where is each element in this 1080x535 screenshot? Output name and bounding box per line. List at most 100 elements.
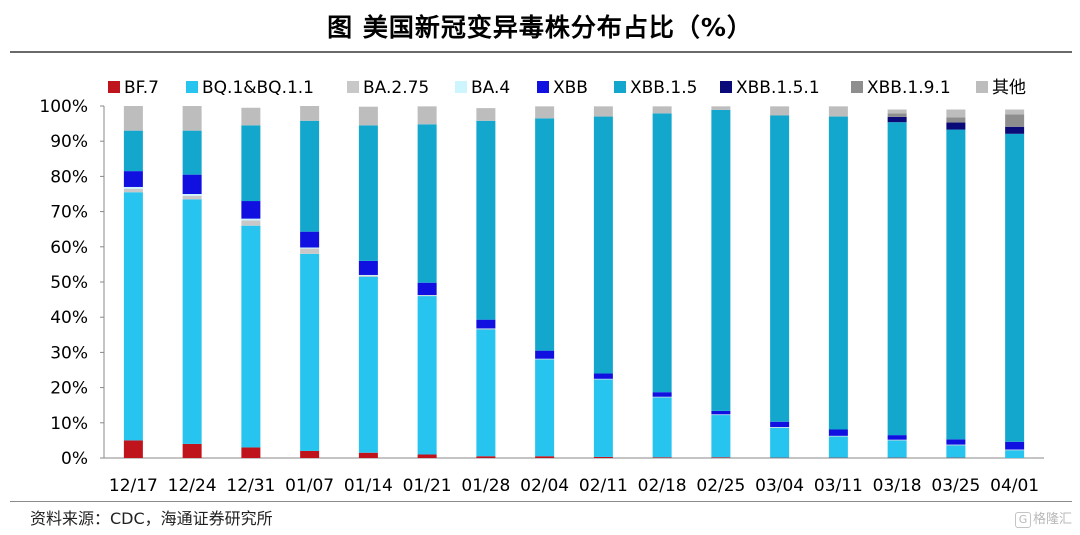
bar-segment-3-5 [300, 120, 320, 232]
bar-segment-3-8 [300, 106, 320, 121]
y-tick-label-0: 0% [61, 449, 88, 469]
watermark: G 格隆汇 [1014, 508, 1072, 528]
bar-segment-13-6 [887, 116, 907, 123]
bar-segment-0-5 [123, 130, 143, 172]
x-tick-label-0: 12/17 [109, 476, 158, 496]
bar-segment-5-0 [417, 454, 437, 458]
bar-segment-6-1 [476, 329, 496, 457]
y-tick-label-9: 90% [50, 132, 88, 152]
bar-segment-6-8 [476, 108, 496, 121]
watermark-logo-icon: G [1014, 512, 1031, 528]
legend-label-6: XBB.1.5.1 [736, 78, 820, 98]
legend-swatch-0 [108, 81, 120, 93]
bar-segment-9-4 [652, 392, 672, 397]
bar-segment-15-5 [1005, 133, 1025, 442]
bar-segment-14-1 [946, 445, 966, 458]
bar-segment-11-1 [770, 427, 790, 458]
bar-segment-5-4 [417, 282, 437, 296]
bar-segment-1-0 [182, 443, 202, 458]
bar-segment-14-6 [946, 122, 966, 130]
legend-swatch-4 [537, 81, 549, 93]
stacked-bar-chart: BF.7 BQ.1&BQ.1.1 BA.2.75 BA.4 XBB XBB.1.5 XBB.… [39, 78, 1044, 496]
x-tick-label-8: 02/11 [579, 476, 628, 496]
bar-segment-3-1 [300, 253, 320, 451]
bar-segment-2-2 [241, 220, 261, 226]
bar-segment-6-2 [476, 328, 496, 330]
bar-segment-10-8 [711, 106, 731, 110]
bar-segment-11-4 [770, 421, 790, 428]
y-tick-label-2: 20% [50, 379, 88, 399]
bar-segment-4-2 [358, 275, 378, 277]
bar-segment-7-4 [535, 350, 555, 359]
y-tick-label-8: 80% [50, 167, 88, 187]
bar-segment-10-0 [711, 457, 731, 458]
bar-segment-5-2 [417, 295, 437, 297]
legend-label-1: BQ.1&BQ.1.1 [202, 78, 314, 98]
legend-label-0: BF.7 [124, 78, 159, 98]
bar-segment-5-1 [417, 296, 437, 455]
bar-segment-5-5 [417, 124, 437, 283]
bar-segment-13-5 [887, 122, 907, 436]
bar-segment-3-0 [300, 450, 320, 458]
bar-segment-10-4 [711, 410, 731, 415]
x-tick-label-1: 12/24 [168, 476, 217, 496]
bar-segment-13-1 [887, 440, 907, 458]
bar-segment-4-4 [358, 260, 378, 275]
bar-segment-9-1 [652, 397, 672, 458]
bar-segment-4-1 [358, 276, 378, 453]
bar-segment-1-2 [182, 195, 202, 200]
bar-segment-14-5 [946, 129, 966, 440]
legend-label-7: XBB.1.9.1 [867, 78, 951, 98]
bar-segment-8-0 [593, 456, 613, 458]
x-tick-label-7: 02/04 [520, 476, 569, 496]
legend-swatch-1 [186, 81, 198, 93]
bar-segment-4-5 [358, 125, 378, 261]
legend-swatch-7 [851, 81, 863, 93]
bar-segment-1-8 [182, 106, 202, 131]
bar-segment-6-5 [476, 120, 496, 320]
bar-segment-9-0 [652, 457, 672, 458]
legend-swatch-8 [976, 81, 988, 93]
x-tick-label-11: 03/04 [755, 476, 804, 496]
bar-segment-6-0 [476, 456, 496, 458]
bar-segment-7-8 [535, 106, 555, 119]
bar-segment-0-3 [123, 186, 143, 189]
bar-segment-1-3 [182, 194, 202, 196]
footer-divider [10, 501, 1072, 502]
bar-segment-4-0 [358, 452, 378, 458]
bar-segment-2-1 [241, 225, 261, 448]
bar-segment-8-1 [593, 379, 613, 457]
legend-swatch-2 [347, 81, 359, 93]
bar-segment-8-4 [593, 373, 613, 379]
x-tick-label-2: 12/31 [226, 476, 275, 496]
bar-segment-2-0 [241, 447, 261, 458]
y-tick-label-10: 100% [39, 97, 88, 117]
bar-segment-14-7 [946, 117, 966, 123]
x-tick-label-9: 02/18 [638, 476, 687, 496]
bar-segment-12-5 [828, 116, 848, 430]
x-tick-label-5: 01/21 [403, 476, 452, 496]
legend-swatch-6 [720, 81, 732, 93]
bar-segment-15-4 [1005, 441, 1025, 450]
bar-segment-5-8 [417, 106, 437, 125]
bar-segment-0-4 [123, 171, 143, 187]
legend-swatch-3 [455, 81, 467, 93]
x-tick-label-12: 03/11 [814, 476, 863, 496]
y-tick-label-5: 50% [50, 273, 88, 293]
watermark-text: 格隆汇 [1032, 512, 1072, 527]
bar-segment-13-7 [887, 113, 907, 117]
bar-segment-14-8 [946, 109, 966, 118]
legend-label-4: XBB [553, 78, 588, 98]
legend-label-8: 其他 [992, 78, 1026, 98]
bar-segment-0-8 [123, 106, 143, 131]
bar-segment-15-7 [1005, 114, 1025, 127]
page-title: 图 美国新冠变异毒株分布占比（%） [327, 13, 753, 42]
bar-segment-2-8 [241, 107, 261, 126]
bar-segment-15-6 [1005, 126, 1025, 134]
bar-segment-12-4 [828, 429, 848, 436]
legend-swatch-5 [614, 81, 626, 93]
bar-segment-2-3 [241, 218, 261, 221]
legend-label-5: XBB.1.5 [630, 78, 697, 98]
title-divider [10, 51, 1072, 53]
bar-segment-2-4 [241, 201, 261, 219]
